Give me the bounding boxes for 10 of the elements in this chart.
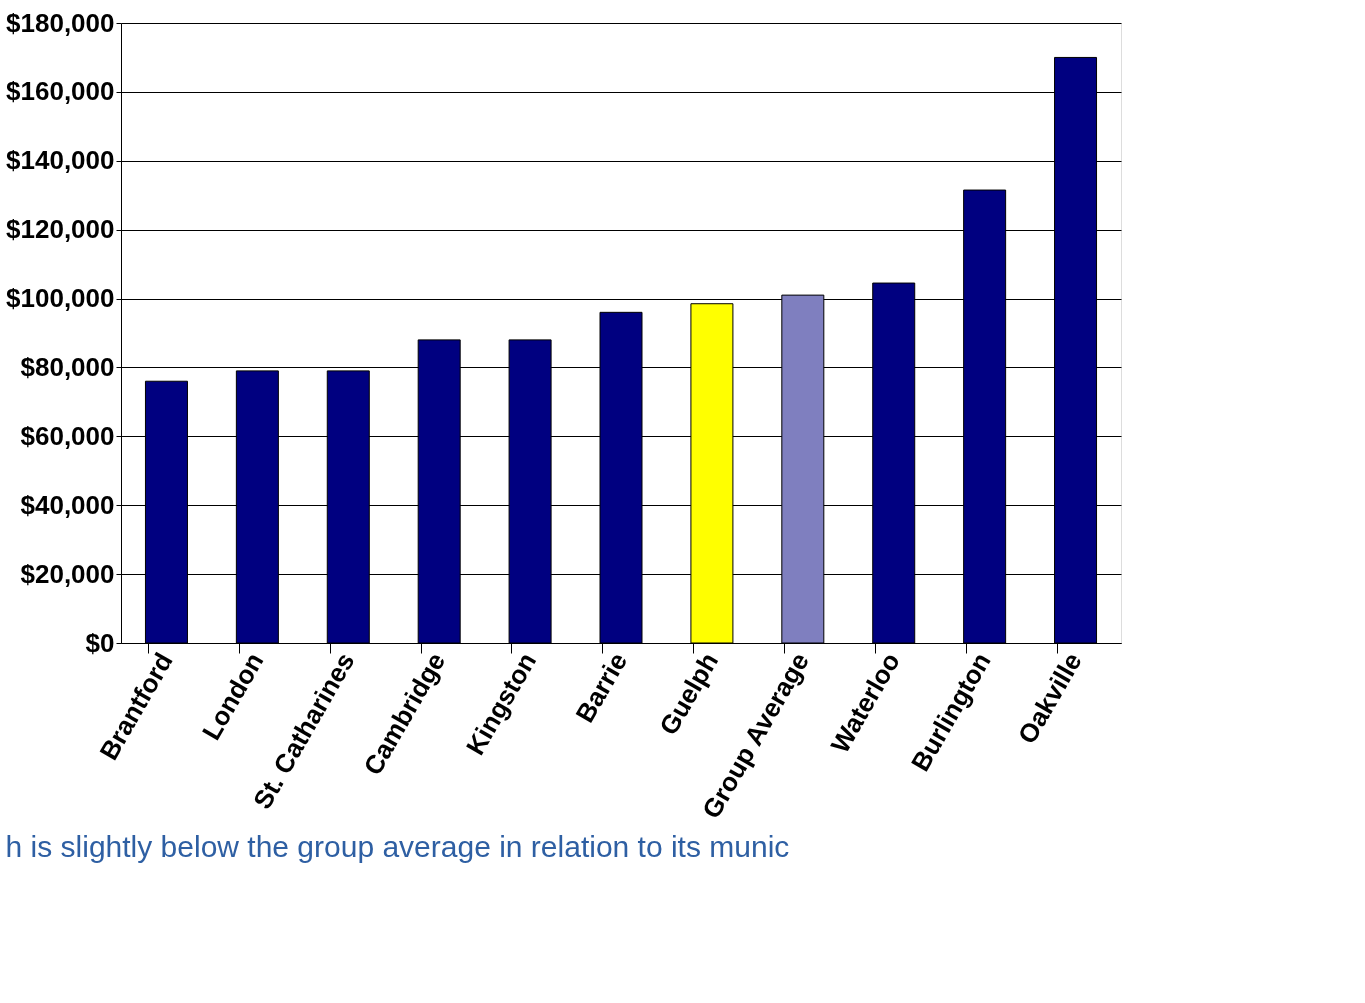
y-tick-label: $80,000	[20, 351, 115, 382]
text: h is slightly below the group average in relation to its munic	[5, 830, 790, 864]
y-tick-label: $180,000	[6, 7, 115, 38]
y-tick-label: $40,000	[20, 489, 115, 520]
y-tick-label: $160,000	[6, 76, 115, 107]
y-tick-label: $60,000	[20, 420, 115, 451]
y-tick-label: $20,000	[20, 558, 115, 589]
y-tick-label: $100,000	[6, 283, 115, 314]
y-tick-label: $120,000	[6, 214, 115, 245]
y-tick-label: $140,000	[6, 145, 115, 176]
